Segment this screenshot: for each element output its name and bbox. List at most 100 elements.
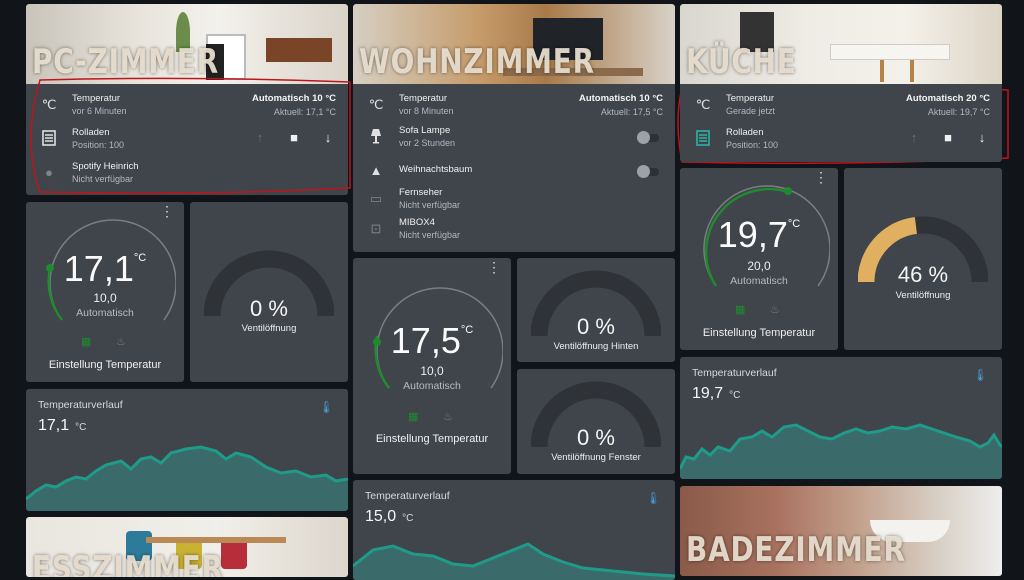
tree-toggle[interactable] [637,165,661,178]
history-sparkline [680,423,1002,479]
fire-icon[interactable]: ♨ [116,336,126,348]
desk-shape [266,38,332,62]
pc-room-card: PC-ZIMMER ℃ Temperatur vor 6 Minuten Aut… [26,4,348,195]
entity-name: MIBOX4 [399,217,435,228]
ess-room-card[interactable]: ESSZIMMER [26,517,348,577]
calendar-icon[interactable]: ▦ [408,411,419,423]
arrow-up-button[interactable]: ↑ [910,130,918,145]
island-shape [830,44,950,60]
kueche-rolladen-row[interactable]: Rolladen Position: 100 ↑ ■ ↓ [694,124,990,158]
entity-position: Position: 100 [726,140,779,150]
temperature-state: Automatisch 10 °C Aktuell: 17,1 °C [252,93,336,117]
kueche-room-image[interactable]: KÜCHE [680,4,1002,84]
bathtub-shape [870,520,950,542]
pc-temperature-row[interactable]: ℃ Temperatur vor 6 Minuten Automatisch 1… [40,90,336,124]
gauge-label: Ventilöffnung [895,290,951,301]
pc-spotify-row[interactable]: ● Spotify Heinrich Nicht verfügbar [40,158,336,192]
stool-shape [910,60,914,82]
gauge-arc [858,216,988,283]
thermostat-dial[interactable] [690,178,830,308]
wohn-mibox-row[interactable]: ⊡ MIBOX4 Nicht verfügbar [367,214,663,248]
wohn-lamp-row[interactable]: Sofa Lampe vor 2 Stunden [367,122,663,156]
thermostat-current-value: 17,1°C [63,248,147,289]
history-sparkline [26,445,348,511]
fire-icon[interactable]: ♨ [443,411,453,423]
ess-room-image[interactable]: ESSZIMMER [26,517,348,577]
gauge-label: Ventilöffnung [241,323,297,334]
entity-status: Nicht verfügbar [72,174,134,184]
window-shutter-icon [40,130,58,148]
entity-name: Weihnachtsbaum [399,164,473,175]
spotify-icon: ● [45,165,53,180]
pc-gauge-card: 0 % Ventilöffnung [190,202,348,382]
stop-button[interactable]: ■ [944,130,952,145]
wohn-tree-row[interactable]: ▲ Weihnachtsbaum [367,156,663,190]
fire-icon[interactable]: ♨ [770,304,780,316]
wohn-tv-row[interactable]: ▭ Fernseher Nicht verfügbar [367,184,663,218]
gauge-arc [204,250,334,317]
chair-shape [221,539,247,569]
arrow-down-button[interactable]: ↓ [324,130,332,145]
window-shutter-icon [694,130,712,148]
entity-name: Rolladen [72,127,110,138]
pc-tower-shape [206,44,224,80]
tv-shape [533,18,603,60]
lamp-toggle[interactable] [637,131,661,144]
pc-rolladen-row[interactable]: Rolladen Position: 100 ↑ ■ ↓ [40,124,336,158]
wohn-gauge-fenster-card: 0 % Ventilöffnung Fenster [517,369,675,474]
thermometer-celsius-icon: ℃ [695,97,711,112]
entity-name: Temperatur [72,93,121,104]
entity-status: Nicht verfügbar [399,200,461,210]
temperature-state: Automatisch 20 °C Aktuell: 19,7 °C [906,93,990,117]
stop-button[interactable]: ■ [290,130,298,145]
thermostat-current-value: 17,5°C [390,320,474,361]
thermostat-title: Einstellung Temperatur [48,359,162,371]
kueche-temperature-row[interactable]: ℃ Temperatur Gerade jetzt Automatisch 20… [694,90,990,124]
history-sparkline [353,542,675,580]
more-menu-icon[interactable]: ⋮ [814,169,828,185]
chair-shape [126,531,152,561]
television-icon: ▭ [369,191,383,206]
thermometer-celsius-icon: ℃ [41,97,57,112]
gauge-arc [531,270,661,337]
history-title: Temperaturverlauf [365,490,450,502]
entity-position: Position: 100 [72,140,125,150]
current-temperature: Aktuell: 17,1 °C [273,107,336,117]
arrow-up-button[interactable]: ↑ [256,130,264,145]
pc-thermostat-card[interactable]: ⋮ 17,1°C 10,0 Automatisch ▦ ♨ Einstellun… [26,202,184,382]
room-title: ESSZIMMER [32,549,224,577]
chair-shape [176,539,202,569]
pc-room-image[interactable]: PC-ZIMMER [26,4,348,84]
bad-room-card[interactable]: BADEZIMMER [680,486,1002,576]
thermostat-dial[interactable] [363,280,503,410]
bad-room-image[interactable]: BADEZIMMER [680,486,1002,576]
wohn-room-image[interactable]: WOHNZIMMER [353,4,675,84]
gauge-label: Ventilöffnung Fenster [551,452,641,463]
gauge-arc [531,381,661,448]
history-value: 19,7 °C [692,385,741,402]
calendar-icon[interactable]: ▦ [81,336,92,348]
entity-last-changed: vor 2 Stunden [399,138,456,148]
oven-shape [740,12,774,52]
history-value: 15,0 °C [365,508,414,525]
wohn-history-card[interactable]: Temperaturverlauf 15,0 °C 🌡 [353,480,675,580]
wohn-thermostat-card[interactable]: ⋮ 17,5°C 10,0 Automatisch ▦ ♨ Einstellun… [353,258,511,474]
wohn-temperature-row[interactable]: ℃ Temperatur vor 8 Minuten Automatisch 1… [367,90,663,124]
arrow-down-button[interactable]: ↓ [978,130,986,145]
calendar-icon[interactable]: ▦ [735,304,746,316]
thermometer-icon: 🌡 [972,368,988,382]
kueche-history-card[interactable]: Temperaturverlauf 19,7 °C 🌡 [680,357,1002,479]
gauge-value: 0 % [577,425,615,450]
kueche-thermostat-card[interactable]: ⋮ 19,7°C 20,0 Automatisch ▦ ♨ Einstellun… [680,168,838,350]
thermostat-target: 10,0 [420,364,444,378]
entity-name: Rolladen [726,127,764,138]
table-shape [146,537,286,543]
pc-history-card[interactable]: Temperaturverlauf 17,1 °C 🌡 [26,389,348,511]
room-title: WOHNZIMMER [359,42,595,82]
thermostat-dial[interactable] [36,212,176,342]
thermostat-mode: Automatisch [403,380,461,392]
more-menu-icon[interactable]: ⋮ [487,259,501,275]
thermostat-mode: Automatisch [730,275,788,287]
more-menu-icon[interactable]: ⋮ [160,203,174,219]
entity-name: Spotify Heinrich [72,161,139,172]
